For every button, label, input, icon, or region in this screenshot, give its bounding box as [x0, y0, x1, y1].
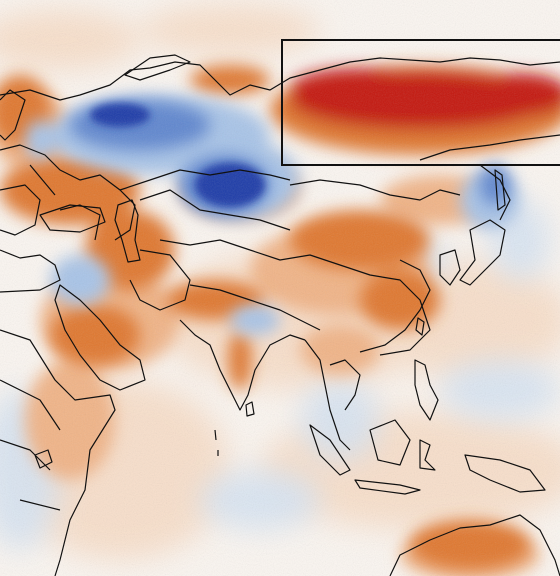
sulawesi	[419, 439, 436, 471]
java	[354, 479, 421, 495]
arctic-coastline	[0, 57, 560, 101]
lake-victoria	[34, 449, 53, 469]
india-coastline	[179, 319, 306, 411]
iran-borders	[129, 249, 191, 311]
novaya-zemlya	[124, 54, 191, 81]
mediterranean-coast	[0, 249, 61, 293]
southeast-asia-coast	[304, 339, 361, 451]
china-borders	[249, 249, 431, 356]
caspian-sea	[114, 199, 141, 263]
highlight-box	[281, 39, 560, 166]
borneo	[369, 419, 411, 466]
far-east-coast	[419, 134, 560, 221]
coastlines-and-borders	[0, 54, 560, 576]
sakhalin	[494, 169, 506, 211]
australia-coast	[389, 514, 560, 576]
africa-internal	[0, 379, 61, 511]
central-asia-borders	[139, 189, 291, 251]
himalaya-border	[189, 284, 321, 331]
taiwan	[415, 317, 425, 336]
arabian-peninsula	[54, 284, 146, 391]
korea	[439, 249, 461, 286]
black-sea	[39, 204, 106, 233]
sumatra	[309, 424, 351, 476]
china-east-coast	[359, 259, 431, 353]
maldives	[214, 429, 219, 456]
sri-lanka	[245, 401, 255, 417]
russia-kazakhstan-border	[119, 169, 291, 191]
mongolia-border	[289, 179, 461, 201]
europe-borders	[0, 144, 136, 241]
japan	[459, 219, 506, 286]
africa-east-coast	[0, 329, 116, 576]
new-guinea	[464, 454, 546, 493]
europe-internal	[0, 164, 101, 241]
philippines	[414, 359, 439, 421]
scandinavia-coast	[0, 89, 26, 141]
